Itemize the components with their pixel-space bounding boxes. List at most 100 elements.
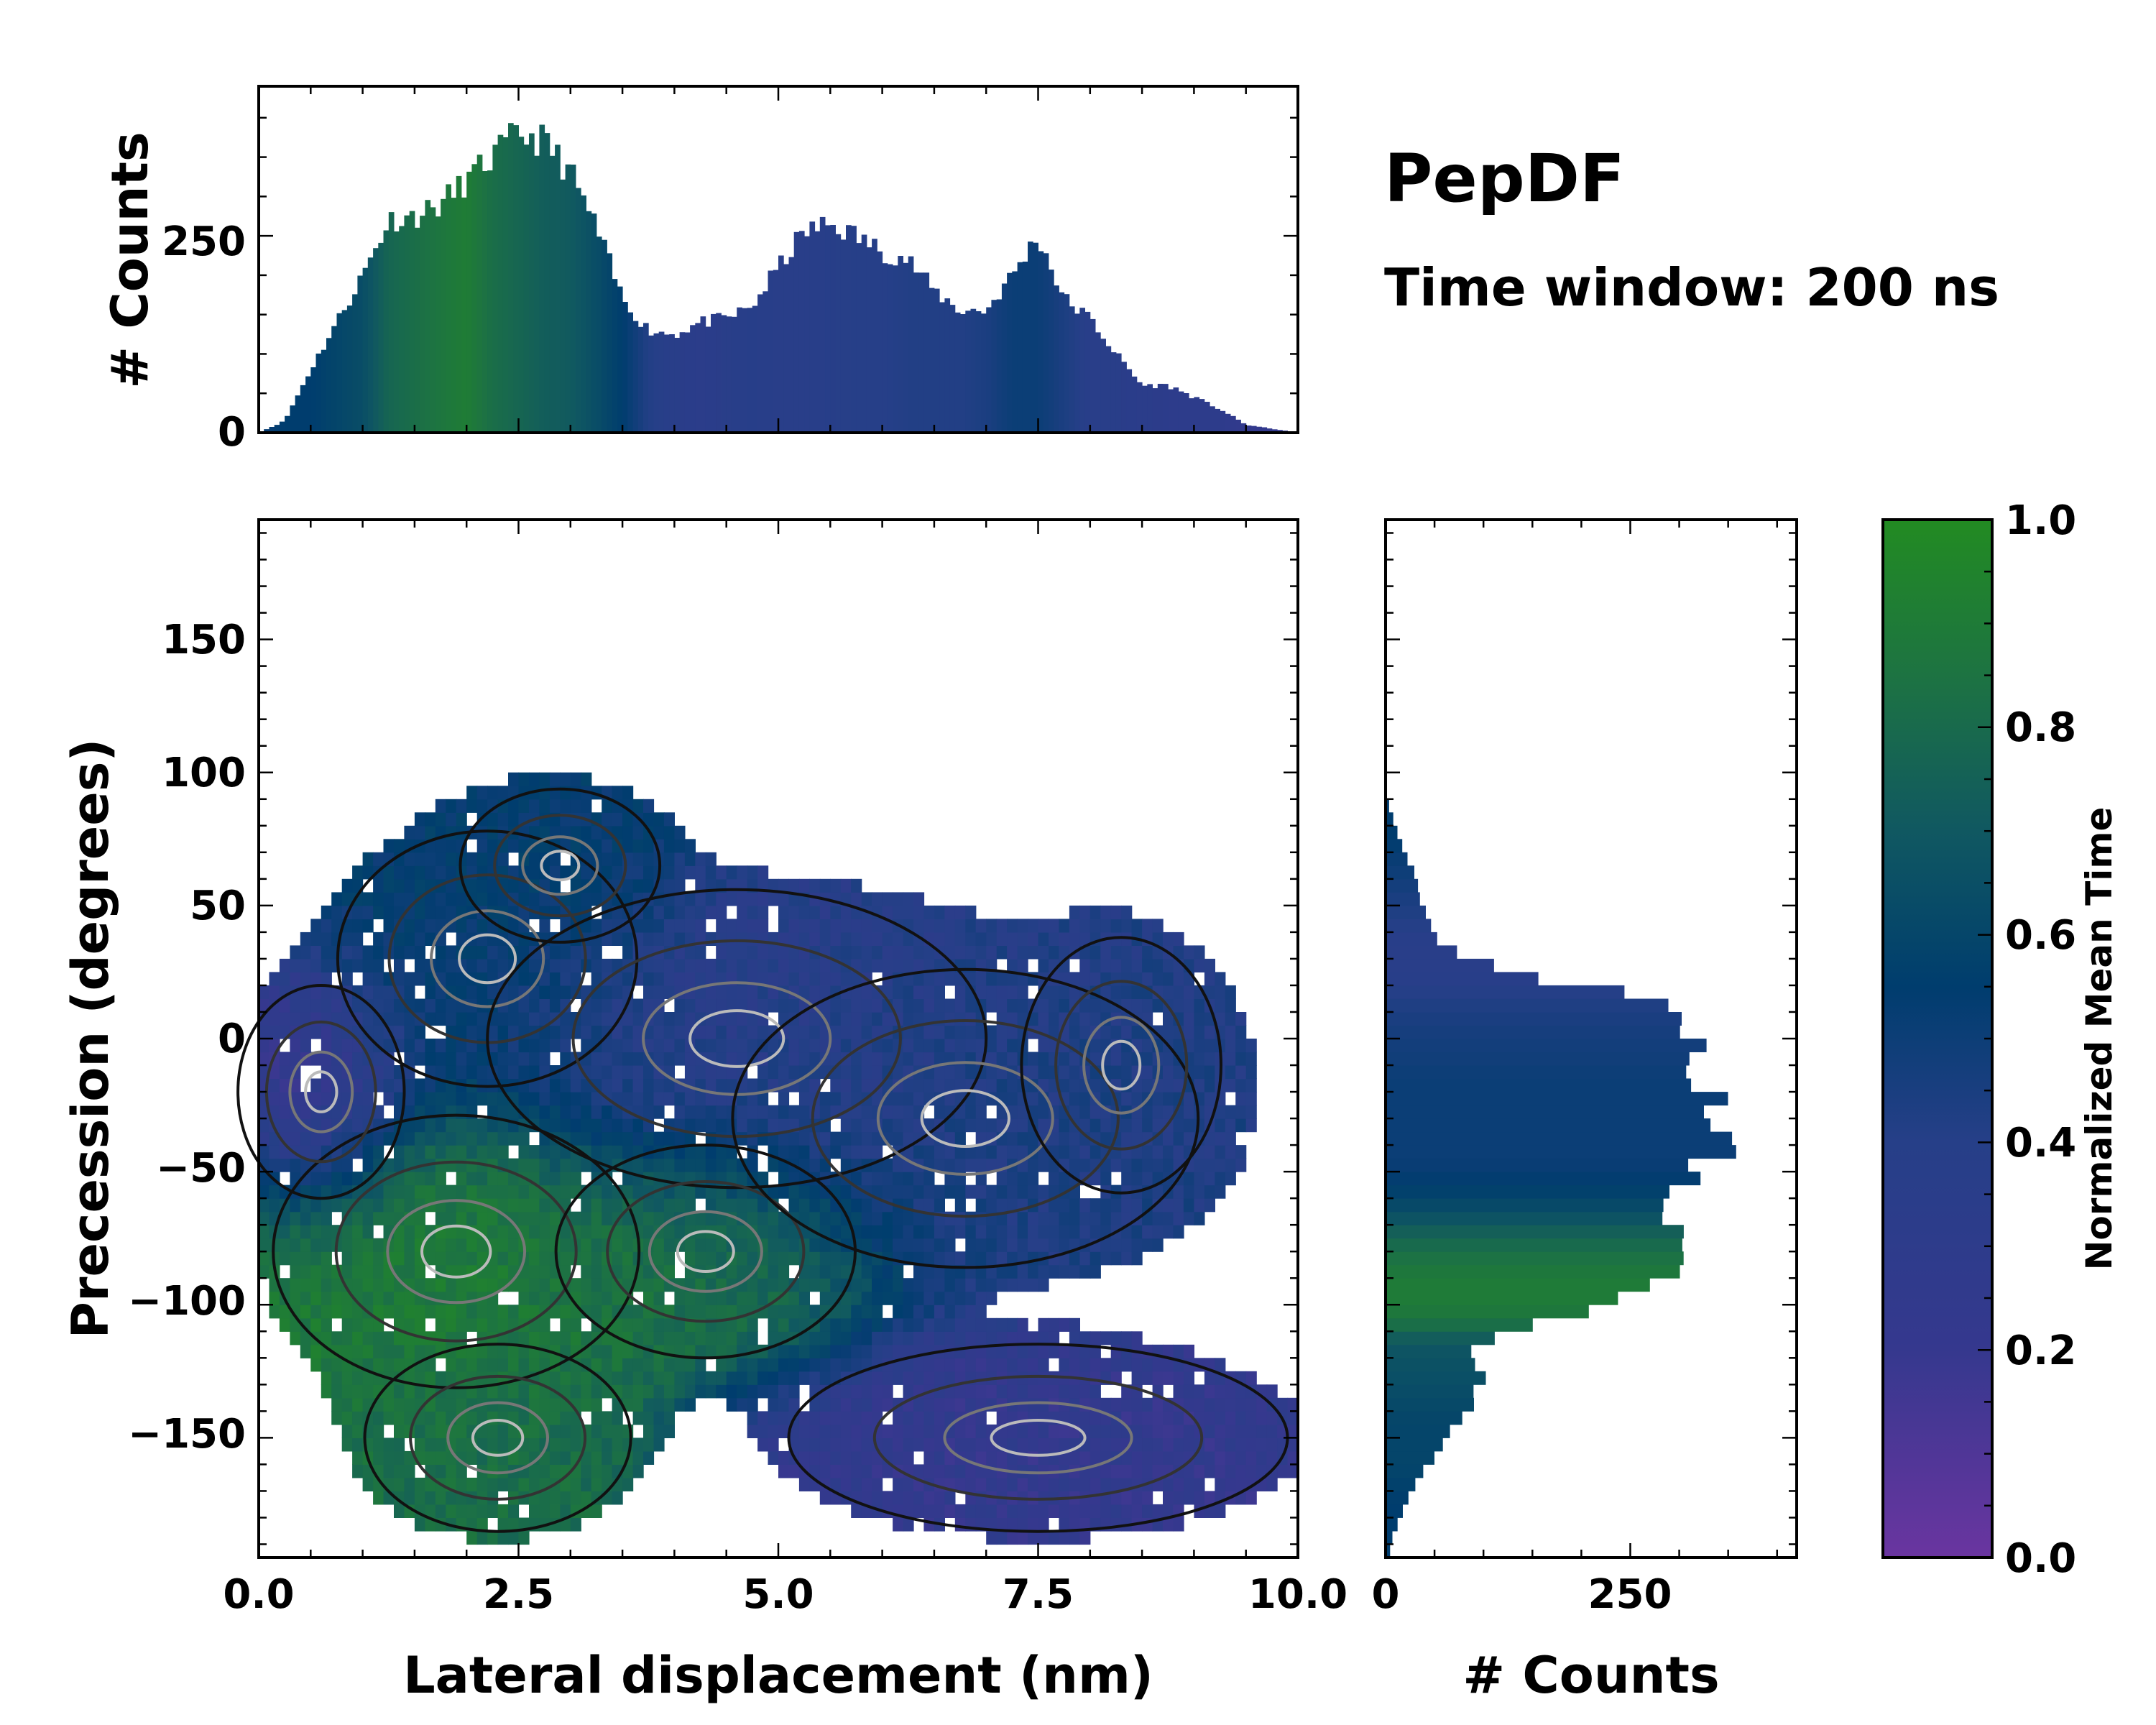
heatmap-cell: [1152, 1464, 1164, 1478]
heatmap-cell: [705, 1344, 717, 1358]
heatmap-cell: [1121, 1172, 1133, 1186]
heatmap-cell: [622, 972, 634, 986]
heatmap-cell: [954, 1078, 966, 1092]
heatmap-cell: [1163, 1358, 1174, 1372]
heatmap-cell: [1131, 1397, 1143, 1412]
heatmap-cell: [1100, 905, 1112, 919]
heatmap-cell: [331, 1411, 343, 1425]
heatmap-cell: [1079, 919, 1091, 933]
heatmap-cell: [1121, 919, 1133, 933]
heatmap-cell: [1152, 932, 1164, 946]
heatmap-cell: [1215, 1384, 1226, 1399]
heatmap-cell: [549, 1411, 561, 1425]
heatmap-cell: [518, 1344, 530, 1358]
heatmap-cell: [539, 799, 550, 813]
heatmap-cell: [446, 892, 457, 906]
heatmap-cell: [965, 1438, 977, 1452]
heatmap-cell: [1028, 1225, 1039, 1239]
heatmap-cell: [591, 1464, 602, 1478]
heatmap-cell: [819, 1278, 831, 1292]
heatmap-cell: [882, 1438, 893, 1452]
heatmap-cell: [466, 1145, 478, 1159]
heatmap-cell: [1163, 1411, 1174, 1425]
heatmap-cell: [560, 865, 571, 880]
heatmap-cell: [300, 972, 311, 986]
heatmap-cell: [1225, 1158, 1236, 1172]
heatmap-cell: [1194, 1039, 1205, 1053]
heatmap-cell: [602, 799, 613, 813]
heatmap-cell: [1245, 1438, 1257, 1452]
heatmap-cell: [1059, 932, 1070, 946]
heatmap-cell: [570, 972, 581, 986]
heatmap-cell: [341, 1118, 353, 1133]
heatmap-cell: [591, 1105, 602, 1119]
heatmap-cell: [653, 1331, 665, 1346]
heatmap-cell: [1007, 1092, 1018, 1106]
heatmap-cell: [602, 812, 613, 827]
heatmap-cell: [1017, 919, 1028, 933]
heatmap-cell: [705, 1384, 717, 1399]
heatmap-cell: [809, 1012, 821, 1026]
heatmap-cell: [1266, 1450, 1278, 1465]
heatmap-cell: [975, 985, 987, 999]
heatmap-cell: [352, 1251, 364, 1266]
heatmap-cell: [975, 1118, 987, 1133]
heatmap-cell: [923, 1225, 935, 1239]
heatmap-cell: [362, 1331, 374, 1346]
heatmap-cell: [954, 1317, 966, 1332]
heatmap-cell: [1245, 1078, 1257, 1092]
heatmap-cell: [362, 1358, 374, 1372]
heatmap-cell: [986, 932, 998, 946]
heatmap-cell: [663, 1012, 675, 1026]
heatmap-cell: [643, 932, 655, 946]
heatmap-cell: [581, 1198, 592, 1213]
heatmap-cell: [674, 1358, 686, 1372]
heatmap-cell: [975, 1078, 987, 1092]
heatmap-cell: [622, 1344, 634, 1358]
heatmap-cell: [487, 812, 499, 827]
heatmap-cell: [476, 1065, 488, 1080]
heatmap-cell: [456, 1145, 467, 1159]
heatmap-cell: [602, 852, 613, 866]
heatmap-cell: [508, 1251, 520, 1266]
heatmap-cell: [778, 1317, 790, 1332]
heatmap-cell: [1110, 1065, 1122, 1080]
heatmap-cell: [695, 1184, 706, 1199]
heatmap-cell: [643, 998, 655, 1013]
heatmap-cell: [663, 1424, 675, 1438]
heatmap-cell: [1028, 1477, 1039, 1491]
heatmap-cell: [778, 1397, 790, 1412]
histogram-bar: [674, 338, 681, 433]
heatmap-cell: [903, 1371, 914, 1385]
heatmap-cell: [1038, 1211, 1049, 1225]
heatmap-cell: [394, 1384, 405, 1399]
heatmap-cell: [1256, 1397, 1268, 1412]
heatmap-cell: [539, 1278, 550, 1292]
heatmap-cell: [788, 972, 800, 986]
heatmap-cell: [300, 1025, 311, 1039]
heatmap-cell: [1225, 1145, 1236, 1159]
heatmap-cell: [684, 1331, 696, 1346]
ytick-label: 100: [162, 750, 246, 796]
heatmap-cell: [1235, 1078, 1247, 1092]
heatmap-cell: [1017, 1317, 1028, 1332]
histogram-bar: [607, 253, 613, 433]
heatmap-cell: [476, 1118, 488, 1133]
heatmap-cell: [435, 1184, 446, 1199]
heatmap-cell: [705, 1078, 717, 1092]
heatmap-cell: [373, 1198, 384, 1213]
heatmap-cell: [996, 1172, 1008, 1186]
heatmap-cell: [1069, 1344, 1080, 1358]
heatmap-cell: [965, 1358, 977, 1372]
histogram-bar: [591, 213, 597, 433]
heatmap-cell: [331, 1025, 343, 1039]
heatmap-cell: [1038, 958, 1049, 972]
heatmap-cell: [840, 1012, 852, 1026]
heatmap-cell: [1142, 1504, 1153, 1518]
heatmap-cell: [882, 1424, 893, 1438]
heatmap-cell: [778, 1092, 790, 1106]
heatmap-cell: [414, 919, 425, 933]
heatmap-cell: [602, 878, 613, 893]
heatmap-cell: [944, 972, 956, 986]
heatmap-cell: [1204, 1384, 1215, 1399]
